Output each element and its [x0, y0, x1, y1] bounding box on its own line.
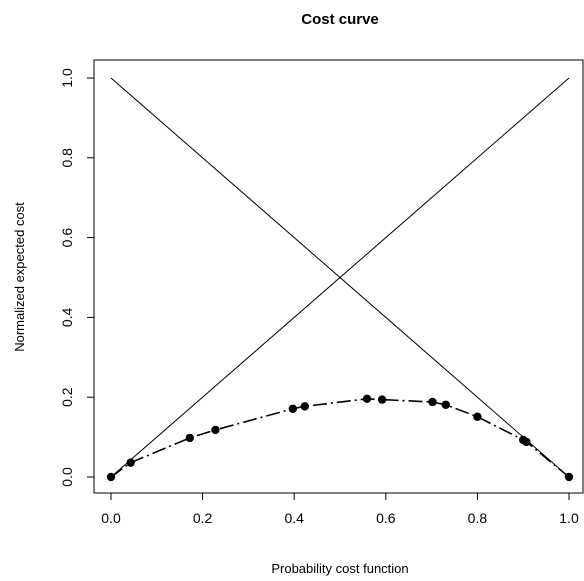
reference-line-2: [110, 77, 570, 478]
y-tick-label: 0.6: [59, 228, 75, 248]
data-point: [377, 395, 387, 404]
x-tick-label: 1.0: [559, 510, 579, 526]
series-line-1: [110, 397, 570, 478]
data-point: [300, 402, 309, 411]
x-tick-label: 0.0: [101, 510, 121, 526]
data-point: [564, 472, 574, 482]
x-tick-label: 0.4: [284, 510, 304, 526]
y-axis-label: Normalized expected cost: [12, 202, 27, 352]
x-tick-label: 0.6: [376, 510, 396, 526]
x-axis-label: Probability cost function: [271, 561, 408, 576]
y-tick-label: 0.8: [59, 148, 75, 168]
data-point: [428, 397, 437, 407]
data-point: [185, 433, 194, 443]
x-tick-label: 0.2: [193, 510, 213, 526]
y-axis: 0.0 0.2 0.4 0.6 0.8 1.0: [59, 68, 95, 487]
y-tick-label: 0.0: [59, 467, 75, 487]
reference-lines: [110, 77, 570, 478]
data-point: [126, 458, 135, 467]
data-point: [441, 400, 450, 409]
x-tick-label: 0.8: [468, 510, 488, 526]
data-point: [473, 412, 482, 421]
y-tick-label: 0.2: [59, 387, 75, 407]
data-point: [106, 472, 116, 482]
data-point: [288, 404, 298, 413]
chart-title: Cost curve: [301, 11, 379, 28]
y-tick-label: 1.0: [59, 68, 75, 88]
data-point: [522, 437, 531, 447]
y-tick-label: 0.4: [59, 307, 75, 327]
series-layer: [106, 394, 574, 482]
data-point: [362, 394, 372, 403]
x-axis: 0.0 0.2 0.4 0.6 0.8 1.0: [101, 492, 579, 526]
data-point: [211, 425, 220, 435]
